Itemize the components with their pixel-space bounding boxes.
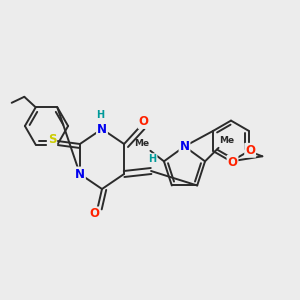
Text: H: H bbox=[148, 154, 157, 164]
Text: Me: Me bbox=[134, 139, 150, 148]
Text: N: N bbox=[179, 140, 190, 153]
Text: Me: Me bbox=[219, 136, 235, 145]
Text: N: N bbox=[75, 167, 85, 181]
Text: S: S bbox=[48, 133, 56, 146]
Text: O: O bbox=[139, 115, 148, 128]
Text: O: O bbox=[245, 144, 255, 157]
Text: O: O bbox=[89, 207, 99, 220]
Text: O: O bbox=[227, 156, 238, 169]
Text: H: H bbox=[96, 110, 105, 121]
Text: N: N bbox=[97, 122, 107, 136]
